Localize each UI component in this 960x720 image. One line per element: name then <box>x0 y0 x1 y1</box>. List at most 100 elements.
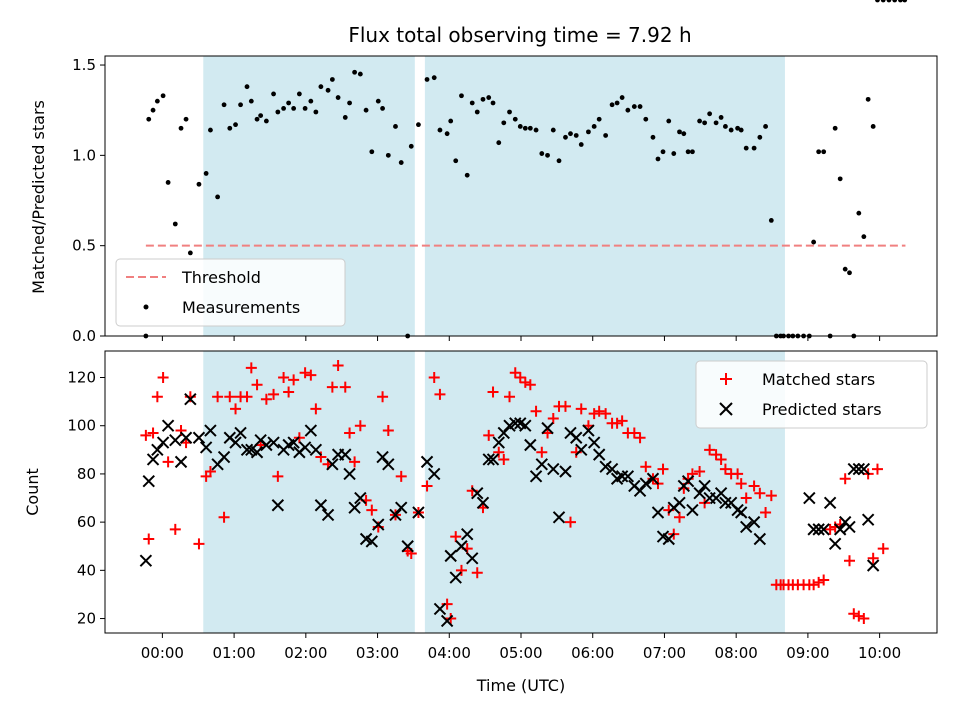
predicted-star-point <box>428 467 441 481</box>
predicted-star-point <box>250 446 264 459</box>
measurement-point <box>238 102 243 108</box>
time-x-tick-label: 03:00 <box>356 644 399 662</box>
time-x-tick-label: 10:00 <box>858 644 901 662</box>
measurement-point <box>713 120 719 126</box>
predicted-star-point <box>843 520 856 534</box>
matched-star-point <box>326 381 338 393</box>
predicted-star-point <box>812 523 825 536</box>
matched-star-point <box>748 480 760 492</box>
measurement-point <box>248 98 254 104</box>
matched-star-point <box>241 391 253 403</box>
measurement-point <box>215 194 221 200</box>
predicted-star-point <box>146 453 160 466</box>
predicted-star-point <box>559 465 572 478</box>
measurement-point <box>480 96 486 102</box>
matched-star-point <box>218 511 230 523</box>
measurement-point <box>768 217 774 223</box>
measurement-point <box>464 172 470 178</box>
matched-star-point <box>564 516 576 528</box>
measurement-point <box>408 143 414 149</box>
measurement-point <box>244 84 250 90</box>
matched-star-point <box>498 453 510 465</box>
measurement-point <box>271 91 276 97</box>
matched-star-point <box>732 468 744 480</box>
measurement-point <box>591 124 597 129</box>
measurement-point <box>690 149 695 155</box>
predicted-star-point <box>395 501 408 514</box>
measurement-point <box>728 127 734 133</box>
time-x-tick-label: 08:00 <box>715 644 758 662</box>
matched-star-point <box>877 543 889 555</box>
measurement-point <box>187 250 193 256</box>
measurement-point <box>556 158 562 164</box>
time-x-tick-label: 01:00 <box>212 644 255 662</box>
predicted-star-point <box>852 462 866 476</box>
measurement-point <box>898 0 903 3</box>
count-y-tick-label: 120 <box>67 369 96 387</box>
predicted-star-point <box>321 508 335 522</box>
matched-star-point <box>278 372 290 384</box>
x-axis-label: Time (UTC) <box>476 676 565 695</box>
measurement-point <box>757 134 763 140</box>
measurement-point <box>196 181 202 187</box>
predicted-star-point <box>552 511 566 524</box>
predicted-star-point <box>420 455 434 469</box>
matched-star-point <box>818 574 830 586</box>
measurement-point <box>751 145 757 151</box>
ratio-panel: 0.0 0.5 1.0 1.5 Matched/Predicted stars Thr… <box>29 0 938 345</box>
measurement-point <box>325 87 331 93</box>
matched-star-point <box>611 417 623 429</box>
matched-star-point <box>483 429 495 441</box>
matched-star-point <box>657 463 669 475</box>
matched-star-point <box>765 490 777 502</box>
predicted-star-point <box>204 424 217 437</box>
matched-star-point <box>224 391 236 403</box>
observing-interval-0 <box>203 351 415 633</box>
measurement-point <box>677 129 682 135</box>
measurement-point <box>603 133 609 138</box>
measurement-point <box>609 102 615 108</box>
time-x-tick-label: 05:00 <box>499 644 542 662</box>
predicted-star-point <box>861 513 875 526</box>
measurement-point <box>233 122 238 128</box>
measurement-point <box>453 158 459 164</box>
matched-star-point <box>310 403 322 415</box>
matched-star-point <box>524 379 536 391</box>
time-x-tick-label: 09:00 <box>786 644 829 662</box>
measurement-point <box>448 118 454 124</box>
predicted-star-point <box>740 520 753 534</box>
matched-star-point <box>735 478 747 490</box>
matched-star-point <box>559 400 571 412</box>
matched-star-point <box>530 405 542 417</box>
predicted-star-point <box>828 537 842 551</box>
matched-star-point <box>339 381 351 393</box>
measurement-point <box>578 142 584 147</box>
measurement-point <box>856 210 862 216</box>
predicted-star-point <box>339 448 352 461</box>
predicted-star-point <box>179 431 193 444</box>
measurement-point <box>385 152 391 158</box>
count-legend: Matched stars Predicted stars <box>695 360 928 429</box>
measurement-point <box>563 134 568 140</box>
predicted-star-point <box>734 506 748 519</box>
matched-star-point <box>143 533 155 545</box>
measurement-point <box>302 105 308 111</box>
predicted-star-point <box>719 496 732 510</box>
predicted-star-point <box>803 491 816 505</box>
measurement-point <box>811 239 817 245</box>
measurement-point <box>865 96 871 102</box>
matched-star-point <box>162 456 174 468</box>
measurement-point <box>550 127 556 133</box>
measurement-point <box>363 107 369 113</box>
predicted-star-point <box>304 424 318 437</box>
matched-star-point <box>839 473 851 485</box>
measurement-point <box>347 100 352 106</box>
measurement-point <box>227 125 233 131</box>
measurement-point <box>573 133 579 138</box>
measurement-point <box>501 120 507 126</box>
predicted-star-point <box>582 424 595 437</box>
measurement-point <box>880 0 886 3</box>
predicted-star-point <box>260 438 273 452</box>
matched-star-point <box>288 374 300 386</box>
measurement-point <box>892 0 898 3</box>
